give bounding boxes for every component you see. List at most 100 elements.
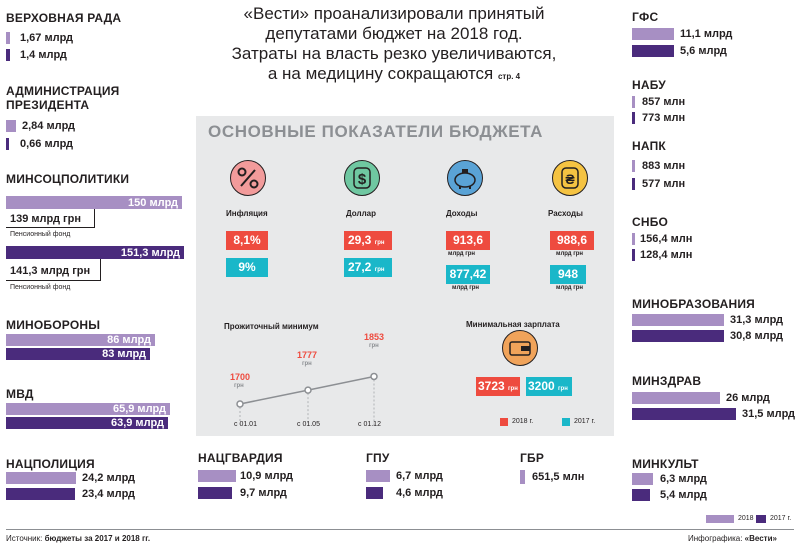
minobr-value-2017: 30,8 млрд [730,330,784,342]
minzdrav-label: Минздрав [632,374,702,388]
min-wage-title: Минимальная зарплата [466,320,560,329]
natpol-value-2018: 24,2 млрд [82,472,136,484]
minsoc-pf-bracket-2017 [100,259,101,281]
living-min-value-2: 1777 [297,350,318,360]
living-min-date-1: с 01.01 [234,421,257,428]
snbo-value-2018: 156,4 млн [640,233,693,245]
living-min-unit-3: грн [369,343,379,349]
living-min-point-3 [370,372,378,381]
panel-legend-swatch-2017 [562,418,570,426]
dollar-icon: $ [344,160,380,196]
napk-bar-2017 [632,178,635,190]
admin-bar-2017 [6,138,9,150]
living-min-line-segment-2 [307,375,375,391]
expenses-value-2017: 948 [550,265,586,284]
headline-line-1: «Вести» проанализировали принятый [243,4,545,23]
source-label: Источник: [6,534,43,543]
napk-bar-2018 [632,160,635,172]
dollar-value-2018-num: 29,3 [348,233,372,247]
min-wage-value-2017-num: 3200 [528,379,555,393]
footer-divider [6,529,794,530]
living-min-point-1 [236,400,244,408]
dollar-value-2018: 29,3 грн [344,231,392,250]
gfs-bar-2018 [632,28,674,40]
natpol-value-2017: 23,4 млрд [82,488,136,500]
minobr-bar-2018 [632,314,724,326]
minob-value-2017: 83 млрд [102,348,146,360]
gfs-label: ГФС [632,10,659,24]
gpu-value-2018: 6,7 млрд [396,470,443,482]
living-min-line-segment-1 [239,389,309,405]
living-min-value-1: 1700 [230,372,251,382]
admin-label-line-1: Администрация [6,84,120,98]
expenses-unit-2018: млрд грн [556,251,584,257]
income-label: Доходы [446,209,478,218]
rada-label: Верховная Рада [6,11,122,25]
gfs-value-2018: 11,1 млрд [680,28,733,40]
natpol-bar-2017 [6,488,75,500]
source-line: Источник: бюджеты за 2017 и 2018 гг. [6,534,150,543]
minsoc-pf-value-2018: 139 млрд грн [10,213,81,225]
minkult-bar-2018 [632,473,653,485]
minkult-value-2018: 6,3 млрд [660,473,707,485]
napk-value-2017: 577 млн [642,178,686,190]
natpol-bar-2018 [6,472,76,484]
minzdrav-value-2017: 31,5 млрд [742,408,796,420]
legend-swatch-2018 [706,515,734,523]
mvd-label: МВД [6,387,34,401]
mvd-bar-2018 [6,403,170,415]
living-min-value-3: 1853 [364,332,385,342]
rada-bar-2018 [6,32,10,44]
inflation-value-2017: 9% [226,258,268,277]
min-wage-unit-2017: грн [558,386,568,392]
wallet-icon [502,330,538,366]
hryvnia-glyph: ₴ [561,167,579,189]
mvd-value-2017: 63,9 млрд [110,417,164,429]
minsoc-pf-bracket-base [6,227,95,228]
admin-bar-2018 [6,120,16,132]
wallet-glyph [509,341,531,356]
minob-bar-2017 [6,348,150,360]
expenses-label: Расходы [548,209,583,218]
minobr-value-2018: 31,3 млрд [730,314,784,326]
page-reference: стр. 4 [497,72,521,81]
natgv-value-2018: 10,9 млрд [240,470,294,482]
nabu-value-2018: 857 млн [642,96,686,108]
headline-line-4-text: а на медицину сокращаются [267,64,494,83]
rada-value-2018: 1,67 млрд [20,32,74,44]
budget-panel-title: Основные показатели бюджета [208,122,543,141]
inflation-value-2018: 8,1% [226,231,268,250]
minobr-bar-2017 [632,330,724,342]
income-unit-2018: млрд грн [448,251,476,257]
dollar-label: Доллар [346,209,376,218]
minkult-bar-2017 [632,489,650,501]
gbr-bar-2018 [520,470,525,484]
mvd-value-2018: 65,9 млрд [112,403,166,415]
credit-line: Инфографика: «Вести» [688,534,777,543]
minsoc-pf-value-2017: 141,3 млрд грн [10,265,91,277]
gpu-value-2017: 4,6 млрд [396,487,443,499]
snbo-bar-2018 [632,233,635,245]
napk-label: НАПК [632,139,666,153]
income-value-2018: 913,6 [446,231,490,250]
living-min-title: Прожиточный минимум [224,322,319,331]
min-wage-value-2018: 3723 грн [476,377,520,396]
natpol-label: Нацполиция [6,457,95,471]
minsoc-bar-2017 [6,246,184,259]
dollar-value-2017-num: 27,2 [348,260,372,274]
minsoc-value-2018: 150 млрд [128,197,178,209]
natgv-value-2017: 9,7 млрд [240,487,287,499]
gpu-bar-2018 [366,470,390,482]
credit-label: Инфографика: [688,534,743,543]
minob-bar-2018 [6,334,155,346]
legend-swatch-2017 [756,515,766,523]
admin-value-2017: 0,66 млрд [20,138,74,150]
gfs-bar-2017 [632,45,674,57]
living-min-unit-2: грн [302,361,312,367]
piggy-glyph [454,169,476,189]
admin-label-line-2: Президента [6,98,90,112]
panel-legend-swatch-2018 [500,418,508,426]
svg-text:$: $ [358,171,367,188]
hryvnia-icon: ₴ [552,160,588,196]
legend-label-2018: 2018 г. [738,515,760,522]
